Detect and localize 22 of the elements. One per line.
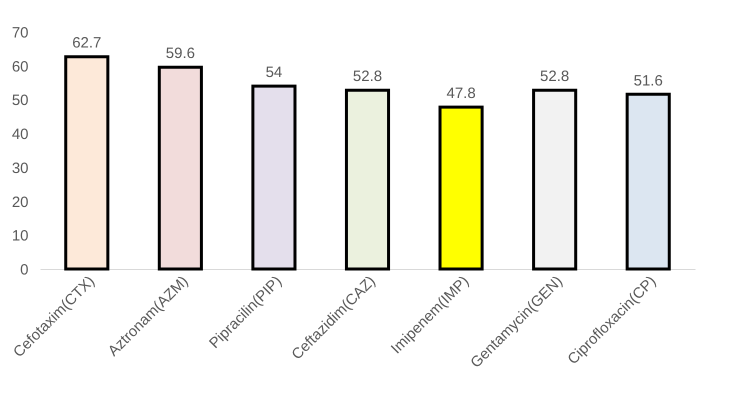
y-tick-label: 0 [20, 262, 28, 278]
y-tick-label: 30 [12, 160, 28, 177]
bar [626, 92, 671, 270]
bar [532, 88, 578, 270]
bar [158, 66, 203, 270]
bar [251, 84, 296, 270]
y-tick-label: 40 [12, 126, 28, 144]
data-label: 52.8 [540, 68, 570, 86]
data-label: 54 [266, 64, 282, 82]
data-label: 59.6 [166, 45, 195, 62]
bar [438, 106, 484, 270]
data-label: 52.8 [352, 68, 382, 86]
y-tick-label: 20 [12, 194, 28, 211]
y-tick-label: 70 [12, 24, 28, 42]
bar [64, 55, 110, 270]
bar [344, 88, 390, 270]
data-label: 51.6 [634, 72, 663, 90]
data-label: 47.8 [446, 85, 476, 102]
y-tick-label: 50 [12, 92, 28, 110]
data-label: 62.7 [72, 34, 102, 52]
y-tick-label: 10 [12, 228, 28, 245]
y-tick-label: 60 [12, 58, 28, 76]
